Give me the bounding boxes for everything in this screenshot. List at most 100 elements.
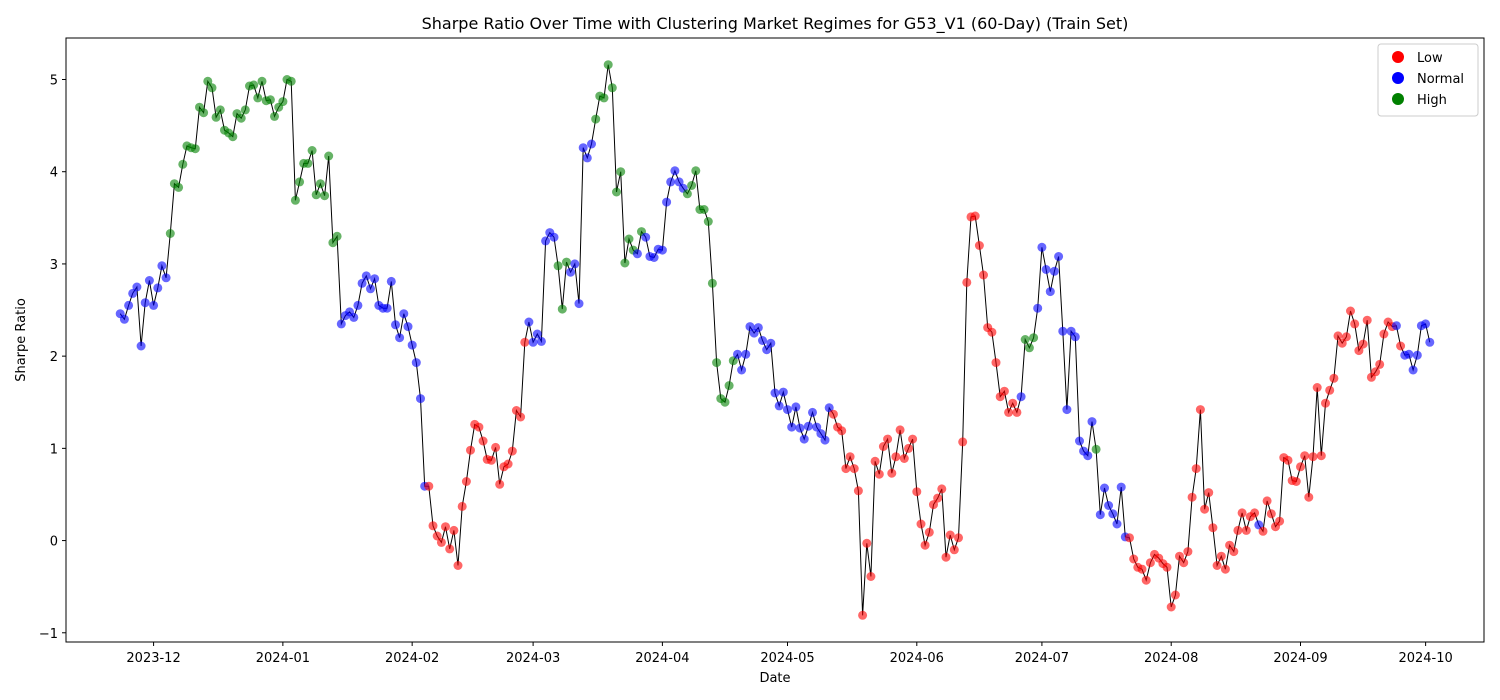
data-point-normal bbox=[657, 245, 667, 255]
data-point-normal bbox=[361, 271, 371, 281]
data-point-normal bbox=[1041, 265, 1051, 274]
data-point-low bbox=[441, 522, 450, 532]
data-point-low bbox=[1371, 367, 1381, 377]
data-point-low bbox=[862, 538, 872, 548]
data-point-low bbox=[449, 525, 459, 535]
data-point-high bbox=[165, 229, 175, 238]
data-point-low bbox=[958, 437, 968, 447]
data-point-normal bbox=[541, 236, 551, 246]
data-point-high bbox=[553, 261, 563, 271]
data-point-high bbox=[599, 93, 609, 103]
y-tick-label: 5 bbox=[50, 73, 58, 88]
plot-frame bbox=[65, 37, 1485, 643]
data-point-low bbox=[1258, 526, 1268, 536]
data-point-low bbox=[436, 537, 446, 547]
y-tick-label: 3 bbox=[50, 258, 58, 273]
data-point-normal bbox=[336, 319, 346, 329]
data-point-normal bbox=[745, 322, 755, 332]
legend-marker-high bbox=[1392, 93, 1404, 105]
data-point-low bbox=[1329, 373, 1339, 383]
data-point-normal bbox=[774, 401, 784, 411]
data-point-normal bbox=[357, 278, 367, 288]
data-point-low bbox=[1350, 319, 1360, 329]
data-point-low bbox=[1162, 562, 1172, 572]
data-point-normal bbox=[1037, 242, 1047, 252]
data-point-high bbox=[211, 112, 221, 122]
data-point-low bbox=[1216, 551, 1226, 561]
data-point-normal bbox=[1095, 510, 1105, 520]
data-point-normal bbox=[1083, 451, 1093, 461]
data-point-high bbox=[707, 278, 717, 288]
data-point-low bbox=[1296, 462, 1305, 472]
data-point-low bbox=[1212, 561, 1222, 570]
data-point-high bbox=[286, 76, 296, 86]
data-point-normal bbox=[662, 197, 672, 207]
data-point-high bbox=[240, 105, 250, 115]
data-point-normal bbox=[140, 298, 150, 308]
data-point-low bbox=[1225, 540, 1235, 550]
data-point-high bbox=[290, 195, 300, 205]
data-point-normal bbox=[1112, 519, 1122, 529]
data-point-low bbox=[520, 337, 530, 347]
data-point-normal bbox=[758, 336, 767, 345]
data-point-normal bbox=[1254, 520, 1264, 530]
data-point-low bbox=[937, 484, 947, 494]
data-point-low bbox=[1325, 385, 1335, 395]
data-point-low bbox=[954, 533, 963, 543]
data-point-low bbox=[453, 561, 463, 570]
data-point-normal bbox=[799, 434, 809, 444]
data-point-normal bbox=[787, 422, 797, 432]
data-point-normal bbox=[566, 267, 576, 277]
data-point-low bbox=[912, 487, 922, 497]
data-point-normal bbox=[803, 421, 813, 431]
data-point-normal bbox=[753, 323, 763, 333]
data-point-normal bbox=[1070, 332, 1080, 342]
x-tick-label: 2024-07 bbox=[1015, 651, 1069, 666]
data-point-low bbox=[962, 277, 972, 287]
data-point-low bbox=[974, 241, 984, 250]
data-point-low bbox=[883, 434, 893, 444]
data-point-low bbox=[1379, 329, 1389, 339]
data-point-low bbox=[495, 479, 505, 489]
data-point-normal bbox=[582, 153, 592, 163]
data-point-normal bbox=[1108, 509, 1118, 519]
data-point-high bbox=[228, 132, 238, 142]
data-point-normal bbox=[737, 365, 747, 375]
data-point-high bbox=[724, 381, 734, 391]
data-point-high bbox=[1024, 343, 1034, 353]
data-point-normal bbox=[824, 403, 834, 413]
plot-area bbox=[115, 60, 1435, 620]
data-point-low bbox=[1170, 590, 1180, 600]
data-point-low bbox=[1341, 332, 1351, 342]
data-point-normal bbox=[399, 309, 409, 319]
data-point-low bbox=[841, 464, 851, 474]
data-point-normal bbox=[370, 274, 380, 284]
data-point-low bbox=[999, 386, 1009, 396]
data-point-high bbox=[1029, 333, 1039, 343]
data-point-low bbox=[478, 436, 488, 446]
data-point-normal bbox=[119, 314, 129, 324]
data-point-low bbox=[1321, 398, 1330, 408]
x-tick-label: 2024-02 bbox=[385, 651, 439, 666]
y-tick-label: 0 bbox=[50, 535, 58, 550]
data-point-low bbox=[424, 481, 434, 491]
data-point-low bbox=[1346, 306, 1355, 316]
x-axis: 2023-12 2024-01 2024-02 2024-03 2024-04 2024-… bbox=[126, 642, 1453, 666]
data-point-low bbox=[1191, 464, 1201, 474]
data-point-normal bbox=[812, 422, 822, 432]
data-point-normal bbox=[1100, 483, 1109, 493]
y-tick-label: 1 bbox=[50, 442, 58, 457]
data-point-low bbox=[866, 572, 876, 581]
data-point-normal bbox=[391, 320, 400, 330]
data-point-low bbox=[1304, 492, 1314, 502]
data-point-low bbox=[1008, 398, 1018, 408]
data-point-high bbox=[311, 190, 321, 200]
data-point-low bbox=[1291, 477, 1301, 486]
data-point-low bbox=[1337, 338, 1347, 348]
data-point-low bbox=[1125, 533, 1134, 543]
data-point-normal bbox=[783, 405, 792, 415]
data-point-normal bbox=[808, 407, 817, 417]
data-point-low bbox=[1195, 405, 1205, 415]
data-point-normal bbox=[124, 300, 134, 310]
x-tick-label: 2023-12 bbox=[126, 651, 180, 666]
